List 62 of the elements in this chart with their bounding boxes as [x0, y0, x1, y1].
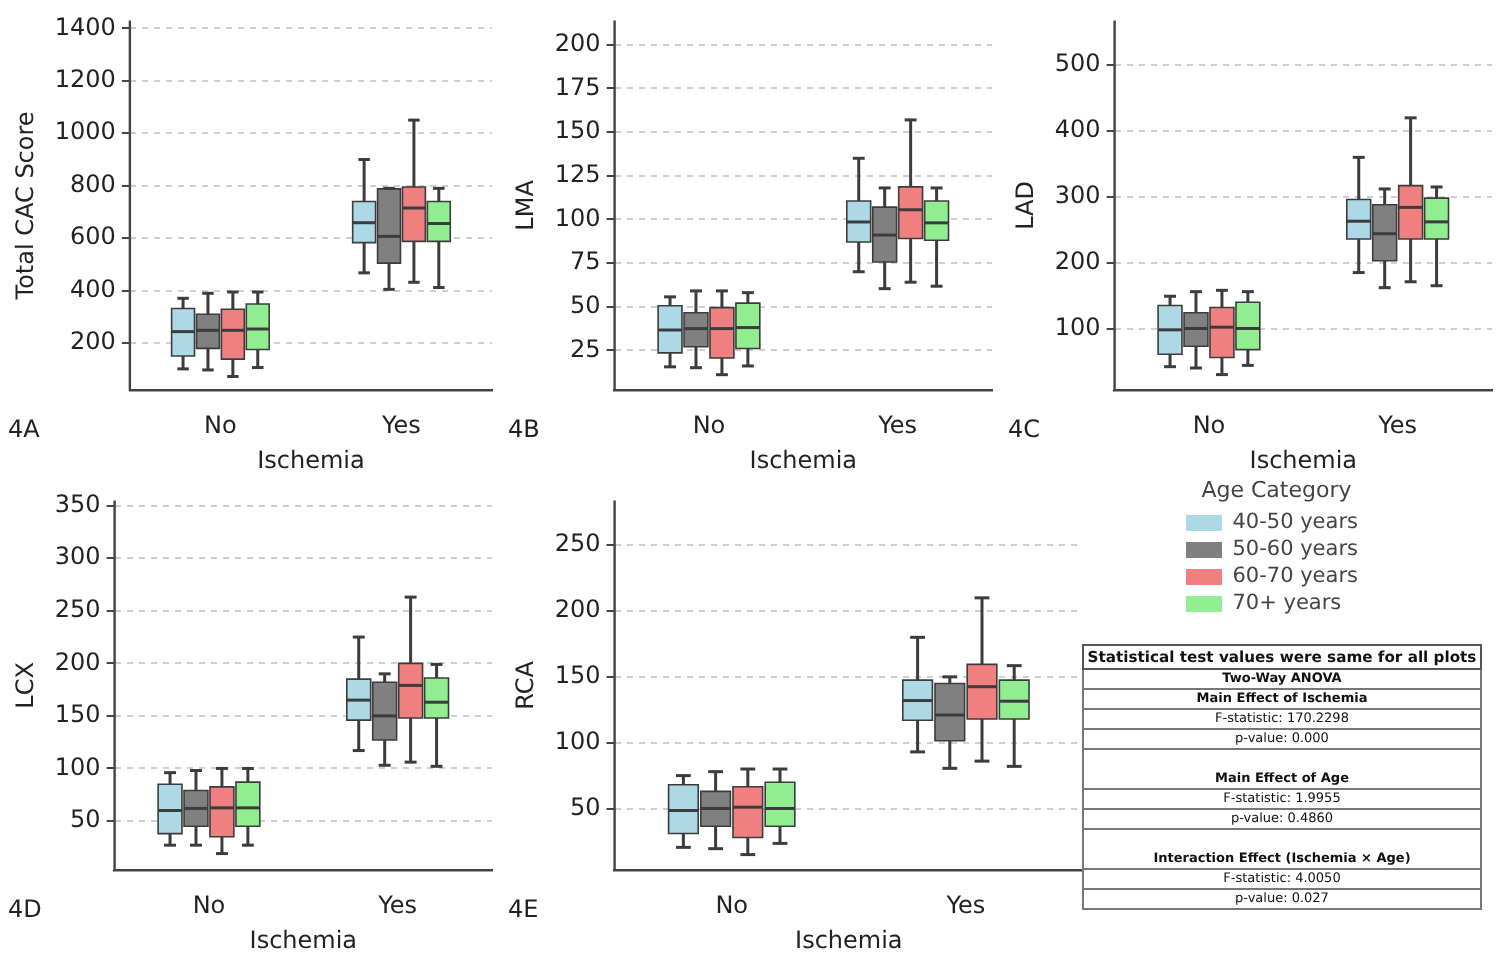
y-tick-label: 75 [570, 247, 601, 276]
x-tick-label: No [204, 411, 237, 440]
y-axis-title: LAD [1010, 180, 1039, 230]
x-axis-title: Ischemia [749, 445, 858, 474]
y-tick-label: 50 [570, 792, 601, 821]
y-tick-label: 100 [1054, 312, 1101, 341]
y-tick-label: 200 [554, 595, 601, 624]
x-axis-title: Ischemia [257, 445, 365, 474]
x-tick-label: No [715, 891, 749, 920]
x-tick-label: No [1192, 411, 1226, 440]
y-axis-title: Total CAC Score [10, 111, 39, 302]
y-tick-label: 200 [1054, 246, 1101, 275]
y-tick-label: 100 [54, 752, 101, 781]
y-tick-label: 50 [570, 290, 601, 319]
y-tick-label: 300 [54, 542, 101, 571]
y-tick-label: 800 [70, 169, 116, 198]
y-axis-title: RCA [510, 659, 539, 710]
y-tick-label: 1200 [54, 65, 116, 93]
y-axis-title: LMA [510, 178, 539, 231]
y-tick-label: 100 [554, 726, 601, 755]
legend-label: 40-50 years [1232, 510, 1358, 535]
y-tick-label: 25 [570, 334, 601, 363]
y-tick-label: 200 [554, 29, 601, 58]
legend-label: 70+ years [1232, 591, 1342, 616]
x-tick-label: Yes [1376, 411, 1418, 440]
legend-label: 50-60 years [1232, 537, 1358, 562]
text: 4C [1008, 414, 1041, 443]
y-tick-label: 200 [54, 647, 101, 676]
text: 4E [508, 894, 539, 923]
y-tick-label: 600 [70, 222, 116, 251]
x-tick-label: No [192, 891, 226, 920]
y-tick-label: 125 [554, 159, 601, 188]
y-tick-label: 100 [554, 203, 601, 232]
text: 4B [508, 414, 540, 443]
y-tick-label: 1400 [54, 12, 116, 41]
y-tick-label: 250 [54, 595, 101, 624]
y-tick-label: 50 [70, 805, 101, 834]
y-tick-label: 200 [70, 327, 116, 356]
x-tick-label: Yes [380, 411, 421, 440]
legend-label: 60-70 years [1232, 564, 1358, 589]
y-tick-label: 1000 [54, 117, 116, 146]
x-tick-label: No [692, 411, 726, 440]
x-axis-title: Ischemia [1249, 445, 1358, 474]
y-tick-label: 150 [554, 661, 601, 690]
y-tick-label: 150 [554, 116, 601, 145]
y-tick-label: 250 [554, 529, 601, 558]
x-tick-label: Yes [944, 891, 986, 920]
text: 4D [8, 894, 42, 923]
y-tick-label: 350 [54, 489, 101, 518]
x-tick-label: Yes [876, 411, 918, 440]
text: 4A [8, 414, 42, 443]
x-tick-label: Yes [376, 891, 418, 920]
y-tick-label: 500 [1054, 49, 1101, 78]
x-axis-title: Ischemia [249, 925, 358, 954]
y-tick-label: 150 [54, 700, 101, 729]
legend-title: Age Category [1201, 476, 1353, 503]
y-tick-label: 175 [554, 72, 601, 101]
x-axis-title: Ischemia [795, 925, 903, 954]
y-tick-label: 300 [1054, 181, 1101, 210]
y-tick-label: 400 [70, 274, 116, 303]
y-tick-label: 400 [1054, 115, 1101, 144]
y-axis-title: LCX [10, 662, 39, 709]
